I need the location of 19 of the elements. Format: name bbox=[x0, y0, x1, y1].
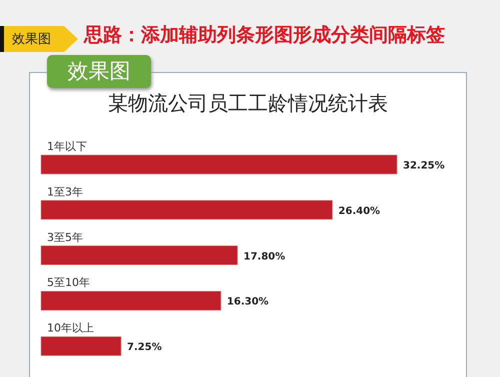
bar bbox=[40, 246, 238, 266]
text: 效果图 bbox=[12, 31, 51, 48]
y-tick-label: 1至3年 bbox=[47, 185, 83, 198]
data-label: 26.40% bbox=[338, 206, 380, 217]
text: 效果图 bbox=[47, 55, 151, 88]
bar bbox=[40, 154, 398, 174]
data-label: 7.25% bbox=[127, 342, 162, 354]
data-label: 32.25% bbox=[403, 160, 445, 172]
bar bbox=[40, 336, 122, 356]
bar bbox=[40, 200, 333, 220]
y-tick-label: 5至10年 bbox=[47, 276, 90, 290]
chart-title: 某物流公司员工工龄情况统计表 bbox=[107, 90, 389, 117]
data-label: 17.80% bbox=[243, 251, 286, 262]
y-tick-label: 3至5年 bbox=[47, 230, 83, 244]
text: 思路：添加辅助列条形图形成分类间隔标签 bbox=[84, 23, 445, 48]
y-tick-label: 1年以下 bbox=[47, 140, 87, 153]
data-label: 16.30% bbox=[226, 296, 269, 308]
bar bbox=[40, 290, 222, 310]
y-tick-label: 10年以上 bbox=[47, 322, 94, 335]
